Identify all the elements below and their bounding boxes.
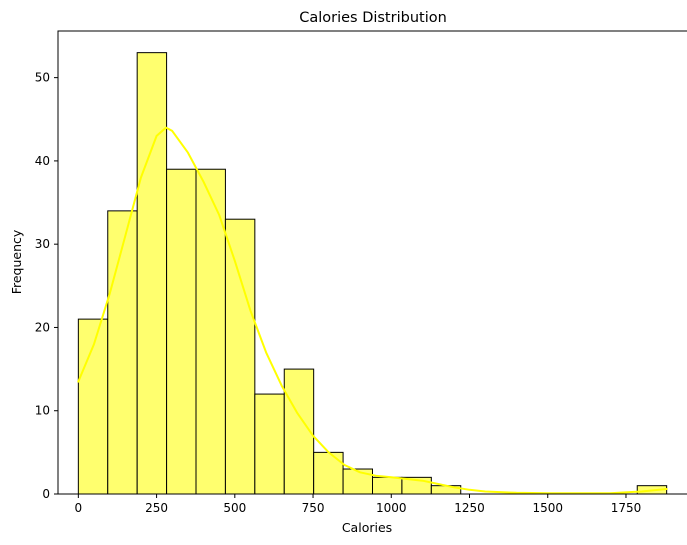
y-axis-ticks: 0 10 20 30 40 50 xyxy=(35,71,58,501)
histogram-bar xyxy=(195,168,226,495)
y-tick-label: 30 xyxy=(35,237,50,251)
histogram-bar xyxy=(224,218,256,495)
chart-title: Calories Distribution xyxy=(299,10,447,26)
x-tick-label: 1750 xyxy=(611,501,642,515)
y-axis-label: Frequency xyxy=(9,229,24,294)
histogram-bar xyxy=(283,368,315,495)
histogram-bar xyxy=(254,393,285,495)
x-tick-label: 750 xyxy=(302,501,325,515)
y-tick-label: 10 xyxy=(35,404,50,418)
y-tick-label: 40 xyxy=(35,154,50,168)
histogram-bar xyxy=(166,168,197,495)
x-tick-label: 1000 xyxy=(376,501,407,515)
x-tick-label: 1250 xyxy=(454,501,485,515)
kde-line xyxy=(77,126,668,495)
histogram-bar xyxy=(313,451,344,495)
histogram-bar xyxy=(136,52,168,495)
histogram-bar xyxy=(372,476,403,495)
histogram-bar xyxy=(107,210,138,495)
plot-area-frame xyxy=(57,30,687,495)
kde-group xyxy=(77,126,668,495)
x-tick-label: 250 xyxy=(145,501,168,515)
y-tick-label: 20 xyxy=(35,320,50,334)
histogram-bar xyxy=(342,468,373,495)
y-tick-label: 0 xyxy=(42,487,50,501)
x-axis-ticks: 0 250 500 750 1000 1250 1500 1750 xyxy=(75,494,642,515)
bars-group xyxy=(77,52,668,495)
y-tick-label: 50 xyxy=(35,71,50,85)
x-tick-label: 0 xyxy=(75,501,83,515)
x-tick-label: 500 xyxy=(223,501,246,515)
x-axis-label: Calories xyxy=(342,520,392,535)
x-tick-label: 1500 xyxy=(532,501,563,515)
